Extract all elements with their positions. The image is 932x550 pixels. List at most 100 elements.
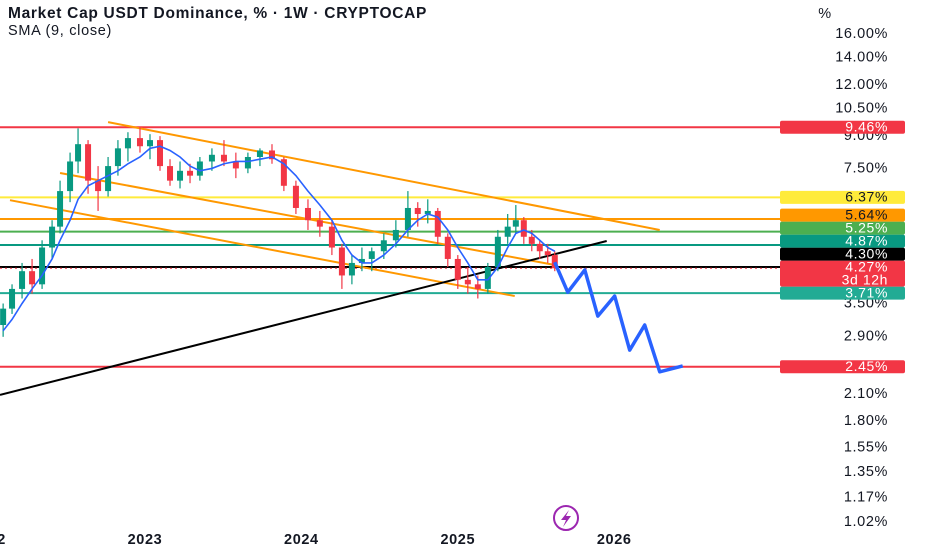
x-tick-label: 2022 (0, 532, 6, 548)
candle-body (520, 220, 527, 237)
candle-body (414, 207, 421, 214)
level-label: 9.46% (845, 118, 888, 134)
sma-line (2, 145, 556, 332)
level-label: 3.71% (845, 284, 888, 300)
candle-body (464, 279, 471, 285)
candle-body (157, 140, 164, 167)
level-label-box (780, 190, 905, 204)
level-label-box (780, 120, 905, 134)
candle-body (444, 236, 451, 259)
candle-body (404, 207, 411, 230)
candle-body (220, 154, 227, 162)
candle-body (380, 240, 387, 252)
candle-body (114, 148, 121, 167)
y-tick-label: 16.00% (835, 26, 888, 42)
candle-body (316, 220, 323, 227)
candle-body (424, 210, 431, 214)
candle-body (136, 138, 143, 147)
candle-body (39, 247, 46, 285)
candle-body (57, 191, 64, 227)
level-label-box (780, 360, 905, 374)
candle-body (338, 247, 345, 276)
candle-body (196, 161, 203, 176)
candle-body (256, 150, 263, 157)
x-tick-label: 2025 (440, 532, 475, 548)
level-label: 5.25% (845, 219, 888, 235)
candle-body (167, 166, 174, 181)
x-tick-label: 2024 (284, 532, 319, 548)
candle-body (177, 170, 184, 181)
candle-body (368, 251, 375, 259)
y-tick-label: 1.17% (844, 490, 888, 506)
level-label-box (780, 234, 905, 248)
candle-body (124, 138, 131, 149)
y-tick-label: 1.02% (844, 514, 888, 530)
level-label: 6.37% (845, 189, 888, 205)
candle-body (208, 154, 215, 162)
candle-body (9, 288, 16, 309)
level-label-box (780, 247, 905, 261)
candle-body (292, 185, 299, 208)
candle-body (187, 170, 194, 176)
candle-body (49, 226, 56, 248)
candle-body (29, 271, 36, 285)
countdown: 3d 12h (842, 271, 888, 287)
candle-body (95, 180, 102, 192)
level-label: 4.27% (845, 258, 888, 274)
level-label: 5.64% (845, 206, 888, 222)
candle-body (536, 243, 543, 252)
indicator-label: SMA (9, close) (8, 23, 112, 39)
candle-body (551, 255, 558, 269)
y-tick-label: 12.00% (835, 77, 888, 93)
candle-body (146, 140, 153, 147)
trend-line (9, 199, 515, 298)
candle-body (434, 210, 441, 237)
y-tick-label: 7.50% (844, 160, 888, 176)
trend-line (107, 121, 660, 231)
level-label-box (780, 260, 905, 287)
y-tick-label: 1.35% (844, 464, 888, 480)
plot-area (0, 121, 780, 396)
level-label: 4.87% (845, 232, 888, 248)
y-tick-label: 2.10% (844, 386, 888, 402)
y-tick-label: 1.80% (844, 413, 888, 429)
candle-body (504, 226, 511, 237)
candle-body (358, 258, 365, 263)
level-label-box (780, 221, 905, 235)
candle-body (454, 258, 461, 280)
candle-body (67, 161, 74, 192)
candle-body (544, 251, 551, 256)
x-tick-label: 2026 (597, 532, 632, 548)
axis-unit: % (818, 6, 832, 22)
candle-body (392, 229, 399, 241)
candle-body (232, 161, 239, 169)
y-tick-label: 1.55% (844, 440, 888, 456)
level-label-box (780, 208, 905, 222)
level-label-box (780, 286, 905, 300)
candle-body (304, 207, 311, 221)
candle-body (494, 236, 501, 268)
candle-body (484, 267, 491, 289)
candle-body (474, 284, 481, 289)
level-label: 2.45% (845, 358, 888, 374)
candle-body (244, 156, 251, 169)
candle-body (328, 226, 335, 248)
candle-body (75, 144, 82, 162)
level-label: 4.30% (845, 245, 888, 261)
candle-body (105, 166, 112, 192)
candle-body (19, 271, 26, 289)
chart-title: Market Cap USDT Dominance, % · 1W · CRYP… (8, 5, 427, 22)
x-tick-label: 2023 (128, 532, 163, 548)
candle-body (348, 262, 355, 276)
y-tick-label: 10.50% (835, 101, 888, 117)
candle-body (0, 308, 7, 326)
y-tick-label: 2.90% (844, 329, 888, 345)
projection-path (553, 261, 684, 374)
price-axis: 16.00%14.00%12.00%10.50%9.00%7.50%3.50%2… (780, 26, 905, 530)
candle-body (268, 150, 275, 160)
y-tick-label: 14.00% (835, 50, 888, 66)
lightning-icon[interactable] (553, 505, 579, 531)
candle-body (528, 236, 535, 244)
candle-body (85, 144, 92, 181)
